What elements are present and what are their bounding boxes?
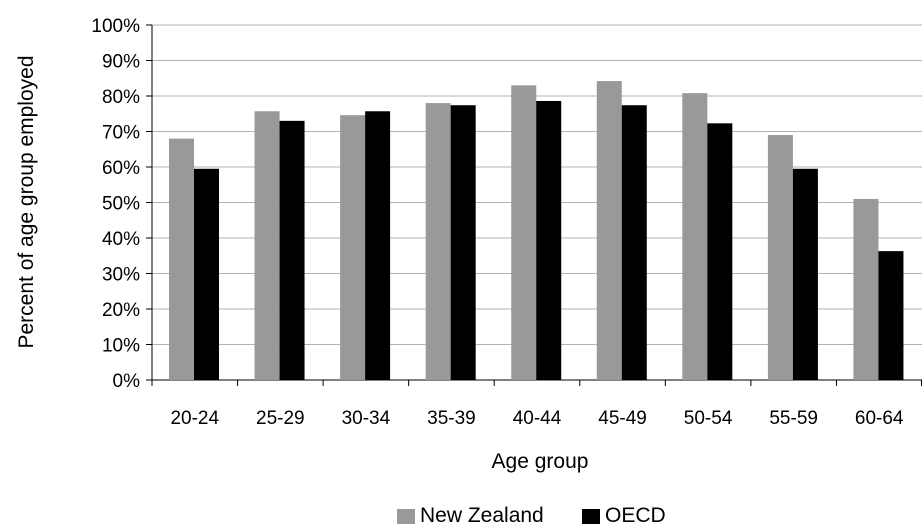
bars	[169, 81, 904, 381]
x-tick-label: 55-59	[769, 408, 818, 429]
y-tick-label: 60%	[102, 158, 140, 179]
bar-new-zealand	[340, 115, 366, 381]
legend-label-new-zealand: New Zealand	[420, 504, 544, 524]
x-tick-label: 60-64	[855, 408, 904, 429]
bar-oecd	[194, 168, 219, 380]
bar-oecd	[450, 105, 476, 380]
bar-new-zealand	[767, 135, 793, 380]
y-tick-label: 30%	[102, 265, 140, 286]
y-tick-label: 40%	[102, 229, 140, 250]
bar-oecd	[365, 111, 391, 380]
bar-new-zealand	[511, 85, 537, 380]
y-tick-label: 50%	[102, 194, 140, 215]
x-tick-label: 20-24	[170, 408, 219, 429]
y-tick-label: 70%	[102, 123, 140, 144]
x-axis: 20-24 25-29 30-34 35-39 40-44 45-49 50-54 55-59…	[151, 379, 922, 429]
bar-new-zealand	[254, 111, 280, 380]
bar-oecd	[707, 123, 733, 381]
y-tick-label: 100%	[91, 16, 140, 37]
bar-new-zealand	[853, 198, 879, 380]
legend: New Zealand OECD	[397, 504, 666, 524]
x-tick-label: 40-44	[513, 408, 562, 429]
x-tick-label: 45-49	[598, 408, 647, 429]
x-tick-label: 35-39	[427, 408, 476, 429]
y-axis-title: Percent of age group employed	[15, 55, 38, 348]
y-tick-label: 20%	[102, 300, 140, 321]
x-tick-label: 30-34	[342, 408, 391, 429]
legend-label-oecd: OECD	[605, 504, 666, 524]
bar-oecd	[536, 100, 562, 380]
bar-oecd	[878, 251, 904, 380]
x-tick-label: 50-54	[684, 408, 733, 429]
bar-oecd	[621, 105, 647, 380]
bar-new-zealand	[169, 138, 194, 380]
y-tick-label: 10%	[102, 336, 140, 357]
bar-new-zealand	[682, 93, 708, 380]
y-axis: 0% 10% 20% 30% 40% 50% 60% 70% 80% 90% 100%	[91, 16, 153, 392]
y-tick-label: 90%	[102, 52, 140, 73]
legend-swatch-new-zealand	[397, 509, 415, 524]
y-tick-label: 0%	[113, 371, 141, 392]
legend-swatch-oecd	[582, 509, 600, 524]
bar-new-zealand	[425, 103, 451, 380]
y-tick-label: 80%	[102, 87, 140, 108]
x-tick-label: 25-29	[256, 408, 305, 429]
bar-oecd	[792, 168, 818, 380]
bar-oecd	[279, 120, 305, 380]
bar-new-zealand	[596, 81, 622, 380]
x-axis-title: Age group	[492, 450, 589, 473]
